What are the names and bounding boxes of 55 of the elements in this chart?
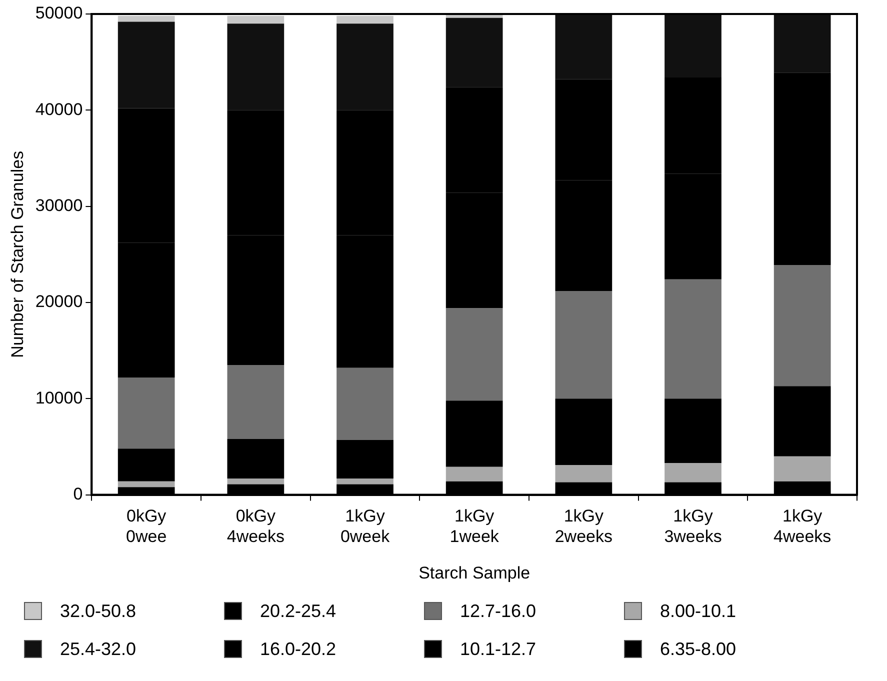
- bar: [555, 398, 612, 465]
- bar: [227, 478, 284, 484]
- bar: [227, 439, 284, 478]
- bar: [336, 440, 394, 478]
- bar: [118, 16, 175, 22]
- x-tick-label: 1kGy 4weeks: [774, 506, 832, 546]
- bar: [336, 478, 394, 484]
- x-tick-label: 0kGy 0wee: [126, 506, 167, 546]
- bar: [555, 14, 612, 80]
- bar: [555, 290, 612, 399]
- legend-label: 32.0-50.8: [60, 600, 136, 622]
- y-axis-title: Number of Starch Granules: [8, 150, 27, 358]
- legend-label: 25.4-32.0: [60, 638, 136, 660]
- y-tick-label: 10000: [35, 388, 83, 408]
- bar: [446, 308, 503, 401]
- bar: [664, 398, 722, 464]
- bar: [774, 456, 831, 482]
- bar: [774, 264, 831, 386]
- x-tick-label: 1kGy 0week: [340, 506, 390, 546]
- bar: [774, 14, 831, 73]
- legend-label: 16.0-20.2: [260, 638, 336, 660]
- bar: [227, 364, 284, 440]
- bar: [555, 464, 612, 482]
- bar: [118, 481, 175, 488]
- x-axis-title: Starch Sample: [418, 563, 530, 582]
- legend-label: 20.2-25.4: [260, 600, 336, 622]
- bar: [446, 18, 503, 88]
- bar: [446, 400, 503, 467]
- bar: [446, 466, 503, 482]
- bar: [118, 22, 175, 108]
- legend-label: 10.1-12.7: [460, 638, 536, 660]
- bar: [664, 14, 722, 78]
- x-tick-label: 1kGy 1week: [450, 506, 500, 546]
- y-tick-label: 30000: [35, 196, 83, 216]
- y-tick-label: 20000: [35, 292, 83, 312]
- legend-label: 8.00-10.1: [660, 600, 736, 622]
- legend-label: 12.7-16.0: [460, 600, 536, 622]
- y-tick-label: 50000: [35, 4, 83, 23]
- y-tick-label: 0: [73, 484, 83, 504]
- bar: [664, 279, 722, 399]
- bar: [336, 24, 394, 110]
- bar: [774, 386, 831, 456]
- x-tick-label: 0kGy 4weeks: [226, 506, 284, 546]
- bar: [664, 463, 722, 482]
- bar: [336, 368, 394, 440]
- bar: [446, 14, 503, 18]
- bar: [227, 16, 284, 24]
- bar: [227, 24, 284, 110]
- bar: [336, 16, 394, 24]
- y-tick-label: 40000: [35, 100, 83, 119]
- x-tick-label: 1kGy 2weeks: [554, 506, 612, 546]
- x-tick-label: 1kGy 3weeks: [664, 506, 722, 546]
- bar: [118, 448, 175, 482]
- bar: [118, 377, 175, 449]
- legend-label: 6.35-8.00: [660, 638, 736, 660]
